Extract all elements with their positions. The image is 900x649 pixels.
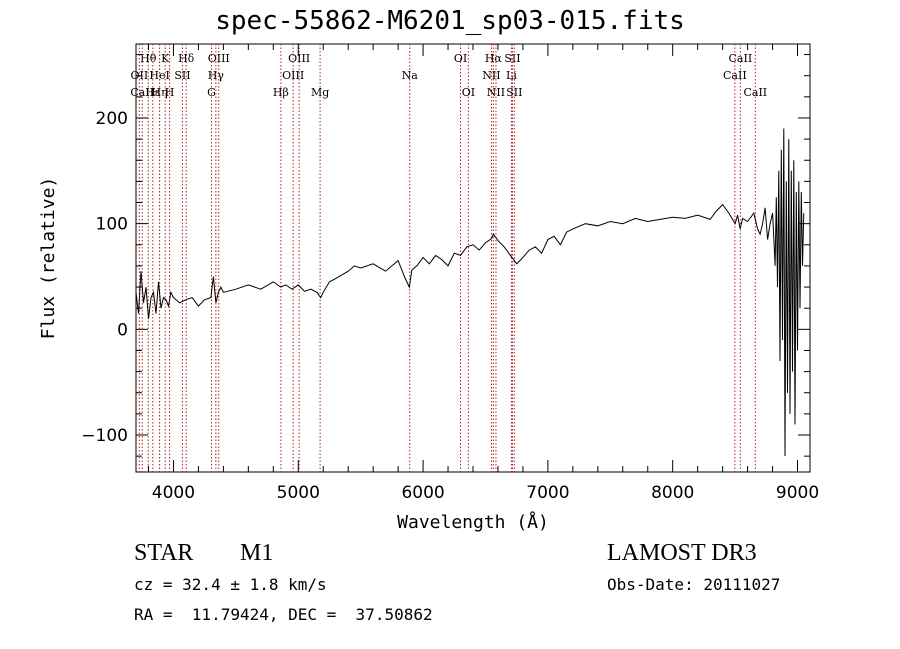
marker-label: OIII [288,52,310,65]
y-tick-label: 0 [117,320,128,340]
marker-label: CaII [729,52,753,65]
x-tick-label: 4000 [152,483,195,503]
x-tick-label: 7000 [526,483,569,503]
marker-label: Hα [485,52,503,65]
marker-label: SII [506,86,522,99]
marker-label: NII [487,86,505,99]
object-class: STAR [134,540,194,566]
marker-label: OIII [282,69,304,82]
marker-label: Li [506,69,517,82]
spectrum-line [135,128,805,457]
object-subclass: M1 [240,540,274,566]
marker-label: Hβ [273,86,289,99]
x-tick-label: 9000 [776,483,819,503]
marker-label: Hη [151,86,167,99]
marker-label: OI [454,52,467,65]
x-tick-label: 6000 [401,483,444,503]
chart-title: spec-55862-M6201_sp03-015.fits [215,6,685,36]
spectrum-series [135,128,805,457]
marker-label: CaII [130,86,154,99]
x-tick-label: 5000 [277,483,320,503]
y-tick-label: −100 [81,426,128,446]
y-tick-label: 200 [96,109,128,129]
survey-name: LAMOST DR3 [607,540,757,566]
marker-label: NII [482,69,500,82]
marker-label: H [165,86,175,99]
axes: 4000 5000 6000 7000 8000 9000 −100 0 100 200 [81,44,819,503]
obs-date-text: Obs-Date: 20111027 [607,575,781,594]
marker-label: Mg [311,86,329,99]
redshift-text: cz = 32.4 ± 1.8 km/s [134,575,327,594]
marker-label: CaII [723,69,747,82]
coordinates-text: RA = 11.79424, DEC = 37.50862 [134,605,433,624]
marker-label: CaII [743,86,767,99]
marker-label: Hγ [208,69,225,82]
x-axis-label: Wavelength (Å) [397,511,549,533]
marker-label: Hδ [178,52,195,65]
y-tick-label: 100 [96,215,128,235]
marker-label: HeI [149,69,169,82]
x-tick-label: 8000 [651,483,694,503]
marker-label: OIII [208,52,230,65]
marker-label: SII [174,69,190,82]
y-axis-label: Flux (relative) [38,177,59,340]
marker-label: G [207,86,216,99]
marker-label: K [161,52,170,65]
marker-label: SII [504,52,520,65]
marker-label: Na [402,69,419,82]
plot-frame [135,43,811,473]
marker-label: OI [462,86,475,99]
marker-label: Hε [145,86,161,99]
